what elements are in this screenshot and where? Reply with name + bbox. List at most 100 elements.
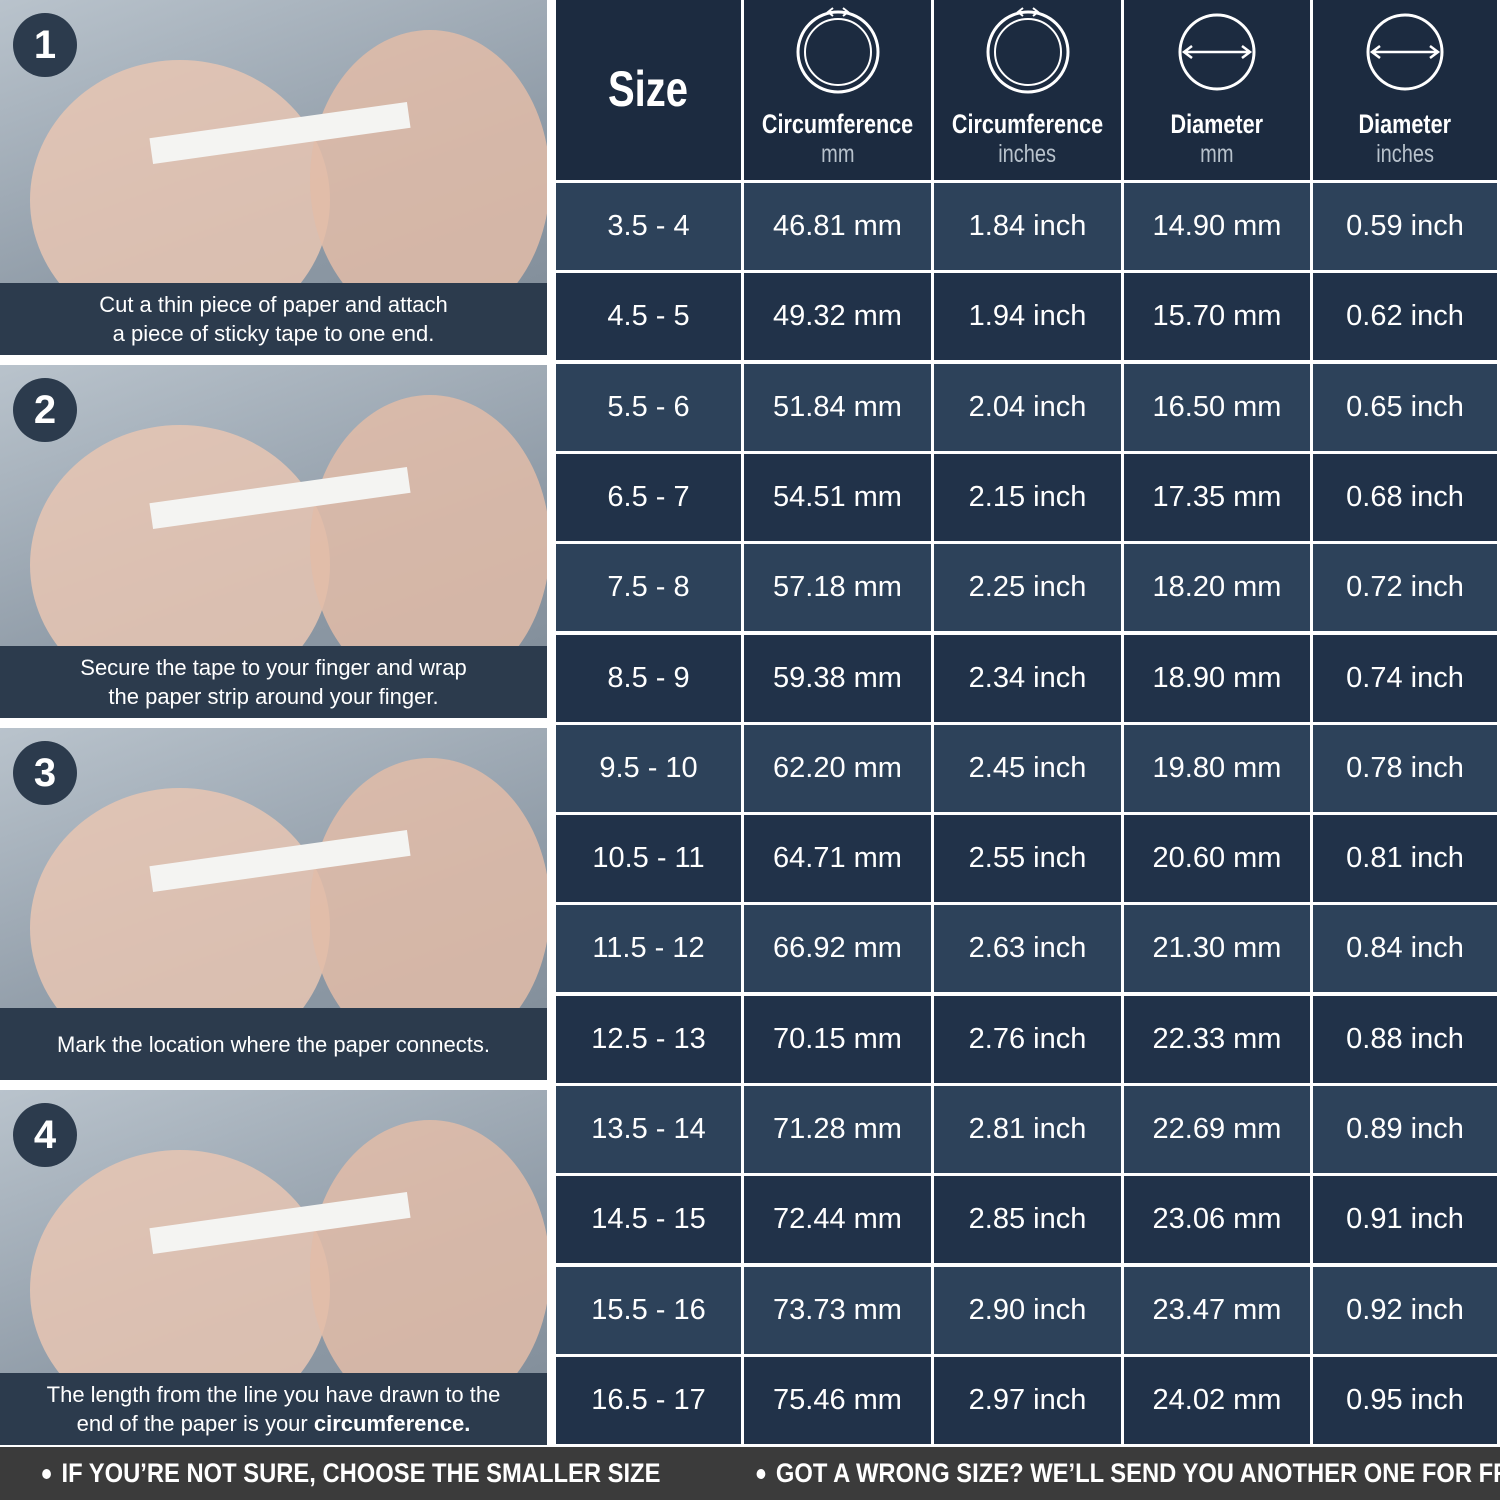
table-cell: 0.74 inch (1313, 634, 1497, 722)
step-caption: The length from the line you have drawn … (0, 1373, 547, 1445)
step-caption: Secure the tape to your finger and wrap t… (0, 646, 547, 718)
table-cell: 20.60 mm (1124, 815, 1310, 903)
table-cell: 16.50 mm (1124, 363, 1310, 451)
step-photo (30, 30, 547, 283)
footer-note: GOT A WRONG SIZE? WE’LL SEND YOU ANOTHER… (756, 1458, 1500, 1489)
table-cell: 18.20 mm (1124, 544, 1310, 632)
table-cell: 0.89 inch (1313, 1086, 1497, 1173)
table-cell: 0.62 inch (1313, 273, 1497, 361)
table-cell: 64.71 mm (744, 815, 931, 903)
table-cell: 12.5 - 13 (556, 995, 741, 1083)
footer-text: IF YOU’RE NOT SURE, CHOOSE THE SMALLER S… (61, 1458, 661, 1488)
header-title: Circumference (951, 109, 1104, 139)
table-cell: 57.18 mm (744, 544, 931, 632)
bullet (42, 1468, 51, 1479)
table-cell: 0.78 inch (1313, 724, 1497, 812)
caption-line: Cut a thin piece of paper and attach (99, 292, 448, 317)
table-cell: 73.73 mm (744, 1266, 931, 1354)
table-cell: 59.38 mm (744, 634, 931, 722)
table-cell: 24.02 mm (1124, 1356, 1310, 1444)
table-cell: 0.59 inch (1313, 183, 1497, 270)
table-cell: 51.84 mm (744, 363, 931, 451)
table-cell: 1.84 inch (934, 183, 1121, 270)
table-cell: 70.15 mm (744, 995, 931, 1083)
header-cell: Circumference mm (744, 0, 931, 180)
footer-note: IF YOU’RE NOT SURE, CHOOSE THE SMALLER S… (42, 1458, 660, 1489)
table-cell: 2.04 inch (934, 363, 1121, 451)
step-number: 1 (13, 13, 77, 77)
caption-text: Secure the tape to your finger and wrap t… (80, 653, 466, 711)
table-cell: 0.92 inch (1313, 1266, 1497, 1354)
table-cell: 2.81 inch (934, 1086, 1121, 1173)
step-caption: Cut a thin piece of paper and attach a pi… (0, 283, 547, 355)
table-cell: 5.5 - 6 (556, 363, 741, 451)
table-cell: 15.5 - 16 (556, 1266, 741, 1354)
table-cell: 0.84 inch (1313, 905, 1497, 993)
table-cell: 7.5 - 8 (556, 544, 741, 632)
caption-line: The length from the line you have drawn … (46, 1382, 501, 1407)
step-panel: 2 Secure the tape to your finger and wrap… (0, 365, 547, 718)
table-cell: 66.92 mm (744, 905, 931, 993)
step-number: 2 (13, 378, 77, 442)
table-cell: 2.34 inch (934, 634, 1121, 722)
table-cell: 3.5 - 4 (556, 183, 741, 270)
step-photo (30, 395, 547, 646)
header-title: Circumference (761, 109, 914, 139)
table-cell: 2.76 inch (934, 995, 1121, 1083)
table-cell: 2.55 inch (934, 815, 1121, 903)
step-panel: 4 The length from the line you have drawn… (0, 1090, 547, 1445)
table-cell: 75.46 mm (744, 1356, 931, 1444)
caption-text: The length from the line you have drawn … (47, 1380, 501, 1438)
caption-line: the paper strip around your finger. (108, 684, 439, 709)
table-cell: 2.85 inch (934, 1176, 1121, 1264)
table-cell: 46.81 mm (744, 183, 931, 270)
header-icon (793, 4, 883, 99)
header-cell: Diameter mm (1124, 0, 1310, 180)
table-cell: 0.81 inch (1313, 815, 1497, 903)
table-cell: 17.35 mm (1124, 453, 1310, 541)
table-cell: 0.88 inch (1313, 995, 1497, 1083)
table-cell: 2.45 inch (934, 724, 1121, 812)
header-icon (983, 4, 1073, 99)
table-cell: 0.72 inch (1313, 544, 1497, 632)
table-cell: 23.06 mm (1124, 1176, 1310, 1264)
header-title: Diameter (1358, 109, 1452, 139)
step-panel: 1 Cut a thin piece of paper and attach a p… (0, 0, 547, 355)
table-cell: 14.5 - 15 (556, 1176, 741, 1264)
step-number: 3 (13, 741, 77, 805)
caption-line: Mark the location where the paper connec… (57, 1031, 490, 1057)
footer: IF YOU’RE NOT SURE, CHOOSE THE SMALLER S… (0, 1447, 1500, 1500)
table-cell: 23.47 mm (1124, 1266, 1310, 1354)
footer-text: GOT A WRONG SIZE? WE’LL SEND YOU ANOTHER… (775, 1458, 1500, 1488)
header-unit: inches (1376, 140, 1434, 168)
step-caption: Mark the location where the paper connec… (0, 1008, 547, 1080)
header-cell: Size (556, 0, 741, 180)
table-cell: 21.30 mm (1124, 905, 1310, 993)
table-cell: 62.20 mm (744, 724, 931, 812)
table-cell: 13.5 - 14 (556, 1086, 741, 1173)
caption-line: Secure the tape to your finger and wrap (80, 655, 467, 680)
table-cell: 71.28 mm (744, 1086, 931, 1173)
table-cell: 2.97 inch (934, 1356, 1121, 1444)
table-cell: 19.80 mm (1124, 724, 1310, 812)
table-cell: 11.5 - 12 (556, 905, 741, 993)
table-cell: 2.15 inch (934, 453, 1121, 541)
caption-line: end of the paper is your (76, 1411, 308, 1436)
table-cell: 0.65 inch (1313, 363, 1497, 451)
bullet (756, 1468, 765, 1479)
header-cell: Circumference inches (934, 0, 1121, 180)
header-title: Size (608, 61, 689, 117)
caption-bold: circumference. (313, 1411, 471, 1436)
table-cell: 9.5 - 10 (556, 724, 741, 812)
table-cell: 2.25 inch (934, 544, 1121, 632)
table-cell: 16.5 - 17 (556, 1356, 741, 1444)
table-cell: 72.44 mm (744, 1176, 931, 1264)
table-cell: 18.90 mm (1124, 634, 1310, 722)
header-unit: mm (820, 140, 855, 168)
table-cell: 6.5 - 7 (556, 453, 741, 541)
step-photo (30, 1120, 547, 1373)
step-panel: 3 Mark the location where the paper conne… (0, 728, 547, 1080)
table-cell: 49.32 mm (744, 273, 931, 361)
table-cell: 2.63 inch (934, 905, 1121, 993)
